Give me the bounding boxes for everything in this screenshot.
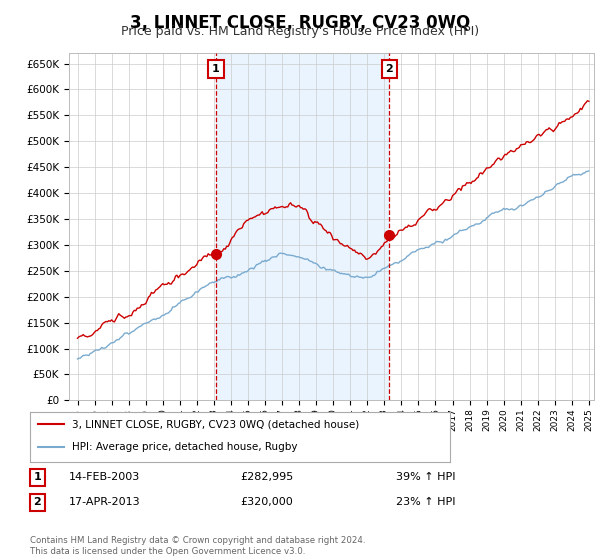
Text: 1: 1 [212,64,220,74]
Text: 39% ↑ HPI: 39% ↑ HPI [396,472,455,482]
Text: Price paid vs. HM Land Registry's House Price Index (HPI): Price paid vs. HM Land Registry's House … [121,25,479,38]
Text: 1: 1 [34,472,41,482]
Text: £282,995: £282,995 [240,472,293,482]
Text: Contains HM Land Registry data © Crown copyright and database right 2024.
This d: Contains HM Land Registry data © Crown c… [30,536,365,556]
Bar [216,53,389,400]
Text: 14-FEB-2003: 14-FEB-2003 [69,472,140,482]
Text: 3, LINNET CLOSE, RUGBY, CV23 0WQ: 3, LINNET CLOSE, RUGBY, CV23 0WQ [130,14,470,32]
Text: 3, LINNET CLOSE, RUGBY, CV23 0WQ (detached house): 3, LINNET CLOSE, RUGBY, CV23 0WQ (detach… [72,419,359,429]
Text: 2: 2 [385,64,393,74]
Text: £320,000: £320,000 [240,497,293,507]
Text: HPI: Average price, detached house, Rugby: HPI: Average price, detached house, Rugb… [72,442,298,452]
Text: 17-APR-2013: 17-APR-2013 [69,497,140,507]
Text: 2: 2 [34,497,41,507]
Text: 23% ↑ HPI: 23% ↑ HPI [396,497,455,507]
